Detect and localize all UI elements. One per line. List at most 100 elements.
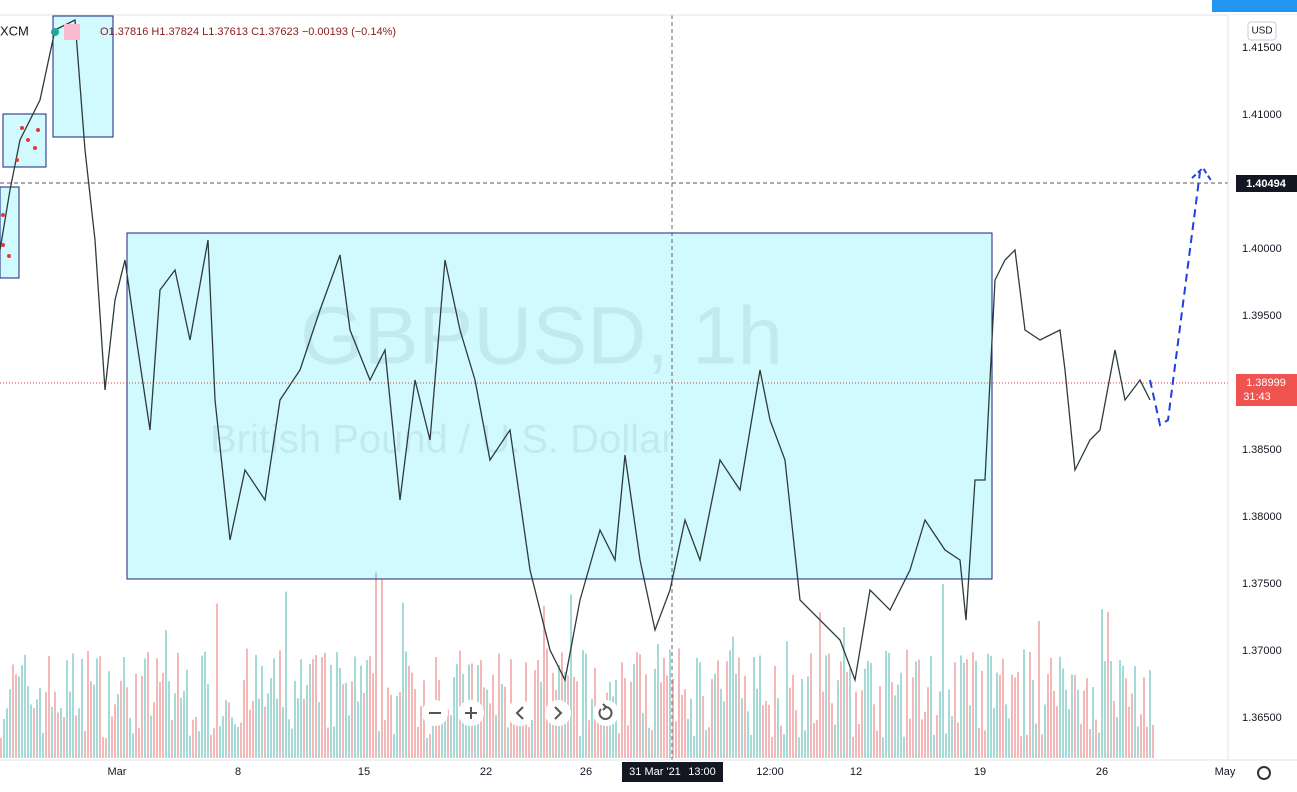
volume-bar xyxy=(135,673,137,758)
volume-bar xyxy=(879,686,881,758)
volume-bar xyxy=(1131,693,1133,758)
volume-bar xyxy=(99,656,101,758)
settings-button[interactable] xyxy=(1257,766,1271,780)
volume-bar xyxy=(1002,658,1004,758)
price-label: 1.38500 xyxy=(1242,444,1282,456)
time-label: Mar xyxy=(108,766,127,778)
time-label: 26 xyxy=(580,766,592,778)
volume-bar xyxy=(186,669,188,758)
volume-bar xyxy=(966,659,968,758)
volume-bar xyxy=(807,676,809,758)
scroll-right[interactable] xyxy=(545,700,571,726)
volume-bar xyxy=(1020,736,1022,758)
volume-bar xyxy=(267,693,269,758)
volume-bar xyxy=(393,734,395,758)
volume-bar xyxy=(744,675,746,758)
volume-bar xyxy=(699,662,701,758)
crosshair-time-box xyxy=(622,762,723,782)
volume-bar xyxy=(24,654,26,758)
volume-bar xyxy=(579,735,581,758)
scroll-left[interactable] xyxy=(507,700,533,726)
volume-bar xyxy=(366,660,368,758)
volume-bar xyxy=(453,676,455,758)
volume-bar xyxy=(225,699,227,758)
volume-bar xyxy=(1011,674,1013,758)
volume-bar xyxy=(330,664,332,758)
volume-bar xyxy=(654,668,656,758)
volume-bar xyxy=(1128,706,1130,758)
volume-bar xyxy=(570,594,572,758)
volume-bar xyxy=(588,720,590,758)
volume-bar xyxy=(111,716,113,758)
price-label: 1.37000 xyxy=(1242,645,1282,657)
volume-bar xyxy=(978,727,980,758)
price-label: 1.41000 xyxy=(1242,109,1282,121)
volume-bar xyxy=(912,677,914,758)
publish-button[interactable] xyxy=(1212,0,1297,12)
volume-bar xyxy=(183,691,185,758)
volume-bar xyxy=(237,727,239,758)
volume-bar xyxy=(324,652,326,758)
volume-bar xyxy=(114,704,116,758)
volume-bar xyxy=(498,653,500,758)
volume-bar xyxy=(1065,689,1067,758)
volume-bar xyxy=(327,727,329,758)
volume-bar xyxy=(882,737,884,758)
volume-bar xyxy=(132,733,134,758)
volume-bar xyxy=(537,659,539,758)
volume-bar xyxy=(672,678,674,758)
volume-bar xyxy=(1026,734,1028,758)
volume-bar xyxy=(108,671,110,758)
volume-bar xyxy=(1134,666,1136,758)
volume-bar xyxy=(603,704,605,758)
volume-bar xyxy=(837,680,839,758)
volume-bar xyxy=(261,665,263,758)
volume-bar xyxy=(1050,657,1052,758)
volume-bar xyxy=(189,735,191,758)
volume-bar xyxy=(969,705,971,758)
volume-bar xyxy=(177,652,179,758)
volume-bar xyxy=(375,572,377,758)
volume-bar xyxy=(990,655,992,758)
volume-bar xyxy=(231,717,233,758)
volume-bar xyxy=(621,662,623,758)
ohlc: O1.37816 H1.37824 L1.37613 C1.37623 −0.0… xyxy=(100,26,396,38)
volume-bar xyxy=(1092,687,1094,758)
volume-bar xyxy=(213,728,215,758)
volume-bar xyxy=(597,710,599,758)
volume-bar xyxy=(120,680,122,758)
volume-bar xyxy=(915,661,917,758)
volume-bar xyxy=(369,656,371,758)
volume-bar xyxy=(630,681,632,758)
volume-bar xyxy=(228,702,230,758)
volume-bar xyxy=(762,705,764,758)
volume-bar xyxy=(15,674,17,758)
volume-bar xyxy=(18,676,20,758)
volume-bar xyxy=(819,612,821,758)
volume-bar xyxy=(96,658,98,758)
price-label: 1.41500 xyxy=(1242,42,1282,54)
time-label: 12:00 xyxy=(756,766,784,778)
volume-bar xyxy=(852,736,854,758)
volume-bar xyxy=(747,711,749,758)
volume-bar xyxy=(1047,674,1049,758)
volume-bar xyxy=(1089,728,1091,758)
volume-bar xyxy=(627,725,629,758)
volume-bar xyxy=(897,684,899,758)
volume-bar xyxy=(504,686,506,758)
volume-bar xyxy=(648,727,650,758)
volume-bar xyxy=(459,650,461,758)
volume-bar xyxy=(834,724,836,758)
volume-bar xyxy=(624,678,626,758)
volume-bar xyxy=(309,664,311,758)
volume-bar xyxy=(1107,611,1109,758)
volume-bar xyxy=(714,673,716,758)
zoom-in[interactable] xyxy=(458,700,484,726)
reset[interactable] xyxy=(593,700,619,726)
volume-bar xyxy=(750,734,752,758)
volume-bar xyxy=(51,707,53,758)
volume-bar xyxy=(30,704,32,758)
volume-bar xyxy=(861,690,863,758)
zoom-out[interactable] xyxy=(422,700,448,726)
volume-bar xyxy=(798,737,800,758)
